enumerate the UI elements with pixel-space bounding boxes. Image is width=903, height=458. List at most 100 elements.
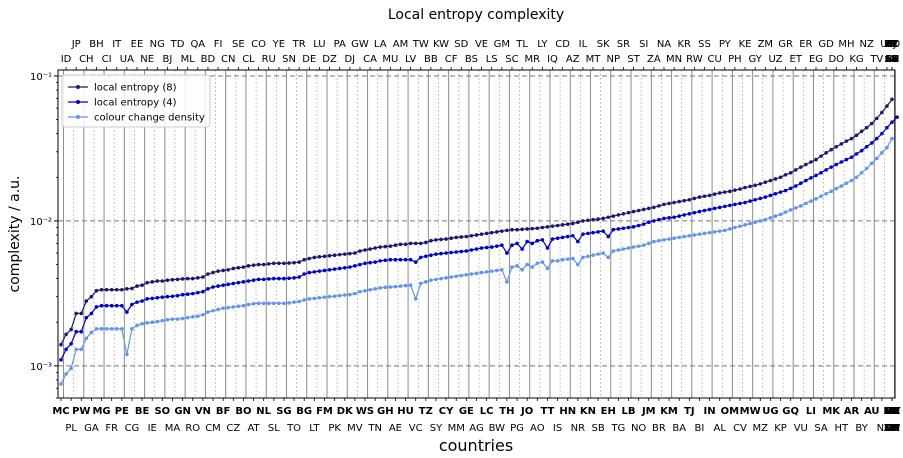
data-point xyxy=(454,274,459,279)
data-point xyxy=(155,319,160,324)
data-point xyxy=(525,239,529,244)
x-tick-label-bottom: TN xyxy=(367,423,382,434)
x-tick-label-bottom: AG xyxy=(469,423,483,434)
data-point xyxy=(601,216,605,221)
x-tick-label-bottom-bold: ES xyxy=(885,406,899,417)
x-tick-label-top: MR xyxy=(524,54,540,65)
data-point xyxy=(211,270,215,275)
data-point xyxy=(885,145,889,150)
x-tick-label-bottom: SA xyxy=(814,423,828,434)
data-point xyxy=(570,221,575,226)
data-point xyxy=(748,199,752,203)
data-point xyxy=(449,275,453,279)
data-point xyxy=(439,251,443,256)
data-point xyxy=(74,311,79,316)
data-point xyxy=(196,276,200,280)
data-point xyxy=(388,285,393,289)
x-tick-label-bottom-bold: DK xyxy=(337,406,354,417)
x-tick-label-bottom-bold: PE xyxy=(115,406,129,417)
x-tick-label-bottom-bold: IN xyxy=(704,406,716,417)
x-tick-label-bottom-bold: KM xyxy=(660,406,678,417)
data-point xyxy=(778,212,783,217)
data-point xyxy=(880,151,884,155)
x-tick-label-bottom-bold: HU xyxy=(397,406,414,417)
data-point xyxy=(69,327,73,332)
data-point xyxy=(692,233,697,237)
data-point xyxy=(489,230,494,235)
data-point xyxy=(667,201,671,206)
x-tick-label-top: CR xyxy=(885,54,899,65)
data-point xyxy=(728,189,732,194)
data-point xyxy=(657,204,661,208)
series-line xyxy=(60,98,893,345)
data-point xyxy=(677,199,681,204)
data-point xyxy=(190,291,195,296)
data-point xyxy=(520,247,524,251)
data-point xyxy=(788,208,793,212)
x-tick-label-bottom: GA xyxy=(84,423,99,434)
data-point xyxy=(332,294,337,299)
data-point xyxy=(489,269,494,273)
data-point xyxy=(378,286,383,290)
data-point xyxy=(798,204,803,208)
x-tick-label-bottom-bold: GN xyxy=(174,406,191,417)
data-point xyxy=(120,287,124,292)
data-point xyxy=(398,257,403,262)
data-point xyxy=(358,262,362,267)
data-point xyxy=(342,252,347,256)
x-tick-label-bottom: IS xyxy=(553,423,562,434)
data-point xyxy=(231,266,236,271)
data-point xyxy=(616,213,621,217)
data-point xyxy=(586,218,590,223)
x-tick-label-bottom-bold: GQ xyxy=(782,406,799,417)
data-point xyxy=(322,254,327,259)
x-tick-label-top: UA xyxy=(120,54,134,65)
x-tick-label-bottom: SY xyxy=(430,423,443,434)
data-point xyxy=(109,303,114,308)
data-point xyxy=(515,241,519,246)
data-point xyxy=(798,181,803,186)
data-point xyxy=(864,125,869,130)
data-point xyxy=(236,280,241,285)
x-tick-label-top: SM xyxy=(885,54,900,65)
x-tick-label-top-upper: ER xyxy=(799,39,812,50)
data-point xyxy=(682,198,687,203)
data-point xyxy=(231,305,236,309)
data-point xyxy=(287,261,291,265)
legend-box xyxy=(61,74,211,128)
data-point xyxy=(196,314,200,319)
data-point xyxy=(261,277,266,282)
data-point xyxy=(135,323,139,328)
data-point xyxy=(170,294,175,299)
data-point xyxy=(251,302,256,306)
x-tick-label-bottom: BR xyxy=(652,423,666,434)
data-point xyxy=(839,142,844,146)
data-point xyxy=(413,260,418,264)
x-tick-label-top-upper: IR xyxy=(887,39,897,50)
x-tick-label-top-upper: PY xyxy=(719,39,732,50)
data-point xyxy=(743,200,747,205)
data-point xyxy=(165,278,170,282)
data-point xyxy=(474,247,479,251)
x-tick-label-top: DZ xyxy=(322,54,337,65)
x-tick-label-bottom: MV xyxy=(347,423,363,434)
data-point xyxy=(844,139,849,143)
data-point xyxy=(114,327,119,331)
data-point xyxy=(581,219,585,223)
data-point xyxy=(555,236,560,240)
data-point xyxy=(748,221,752,226)
x-tick-label-bottom-bold: VN xyxy=(195,406,211,417)
x-tick-label-bottom: MM xyxy=(448,423,465,434)
data-point xyxy=(418,281,423,286)
x-tick-label-top: ST xyxy=(627,54,640,65)
x-tick-label-top: SV xyxy=(885,54,898,65)
data-point xyxy=(378,259,383,263)
data-point xyxy=(500,267,504,272)
data-point xyxy=(712,192,717,196)
data-point xyxy=(403,242,408,247)
data-point xyxy=(272,261,276,266)
data-point xyxy=(484,231,489,236)
data-point xyxy=(120,303,124,308)
x-tick-label-top-upper: EE xyxy=(131,39,144,50)
data-point xyxy=(454,250,459,254)
